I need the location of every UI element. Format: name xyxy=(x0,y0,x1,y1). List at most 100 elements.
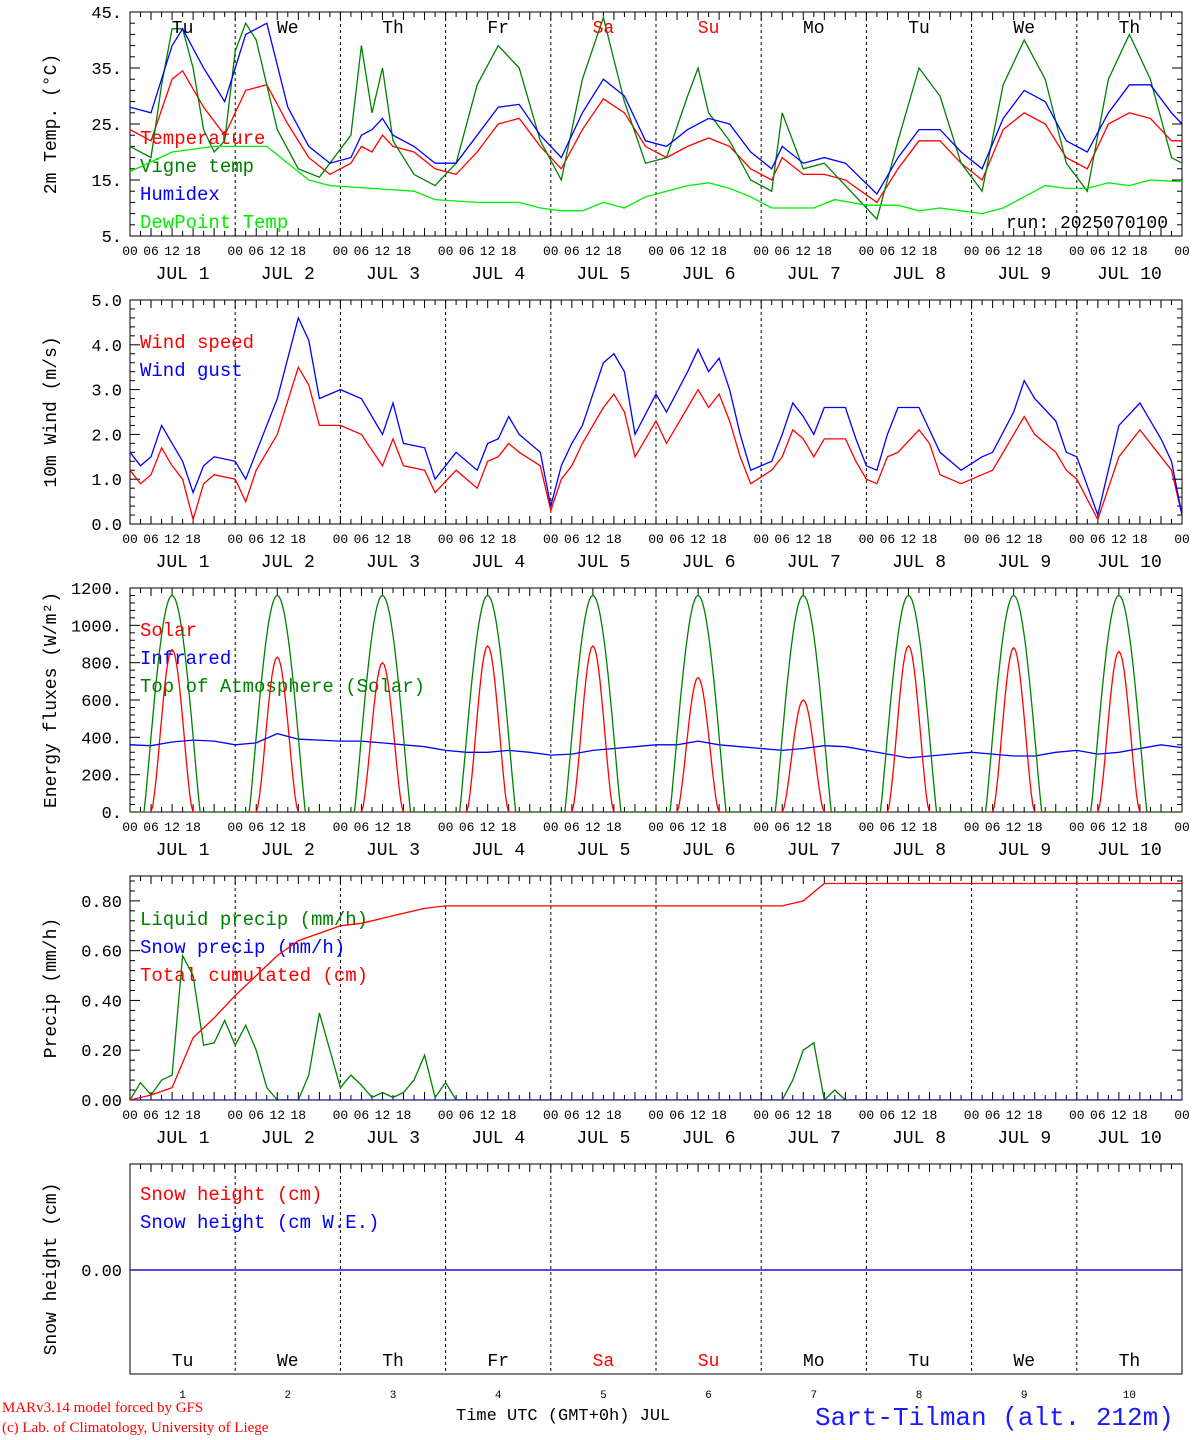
hour-tick-label: 06 xyxy=(985,244,1001,259)
hour-tick-label: 06 xyxy=(880,244,896,259)
y-tick-label: 0.20 xyxy=(81,1043,122,1062)
hour-tick-label: 06 xyxy=(248,1108,264,1123)
y-tick-label: 0.00 xyxy=(81,1093,122,1112)
hour-tick-label: 18 xyxy=(711,1108,727,1123)
hour-tick-label: 18 xyxy=(396,244,412,259)
legend-entry: Snow height (cm) xyxy=(140,1184,322,1206)
hour-tick-label: 00 xyxy=(1069,820,1085,835)
y-tick-label: 4.0 xyxy=(91,338,122,357)
weekday-label: Su xyxy=(698,1352,720,1372)
hour-tick-label: 12 xyxy=(690,820,706,835)
hour-tick-label: 12 xyxy=(269,820,285,835)
weekday-label: We xyxy=(1013,19,1035,39)
legend-entry: DewPoint Temp xyxy=(140,212,288,234)
panel-temperature: 5. 15. 25. 35. 45. 00 06 12 18 JUL 1 00 06 12 18 JUL 2… xyxy=(42,5,1190,285)
legend-entry: Solar xyxy=(140,620,197,642)
hour-tick-label: 12 xyxy=(480,1108,496,1123)
hour-tick-label: 12 xyxy=(375,820,391,835)
y-tick-label: 0.40 xyxy=(81,993,122,1012)
weekday-label: We xyxy=(1013,1352,1035,1372)
y-tick-label: 0.80 xyxy=(81,894,122,913)
hour-tick-label: 18 xyxy=(185,244,201,259)
hour-tick-label: 18 xyxy=(291,820,307,835)
series-temperature xyxy=(130,69,1182,204)
hour-tick-label: 06 xyxy=(143,1108,159,1123)
y-tick-label: 1200. xyxy=(71,581,122,600)
hour-tick-label: 12 xyxy=(164,532,180,547)
hour-tick-label: 06 xyxy=(143,820,159,835)
weekday-label: Tu xyxy=(908,19,930,39)
series-solar xyxy=(130,644,1182,812)
hour-tick-label: 12 xyxy=(1111,820,1127,835)
y-tick-label: 400. xyxy=(81,730,122,749)
legend-entry: Wind speed xyxy=(140,332,254,354)
date-label: JUL 1 xyxy=(156,1129,210,1149)
weekday-label: Th xyxy=(382,1352,404,1372)
hour-tick-label: 12 xyxy=(164,244,180,259)
hour-tick-label: 18 xyxy=(291,1108,307,1123)
hour-tick-label: 00 xyxy=(753,1108,769,1123)
date-label: JUL 9 xyxy=(997,1129,1051,1149)
hour-tick-label: 06 xyxy=(248,244,264,259)
hour-tick-label: 06 xyxy=(564,820,580,835)
y-tick-label: 1000. xyxy=(71,618,122,637)
hour-tick-label: 00 xyxy=(333,532,349,547)
hour-tick-label: 00 xyxy=(1174,244,1190,259)
hour-tick-label: 06 xyxy=(880,820,896,835)
day-number-label: 9 xyxy=(1021,1390,1028,1402)
date-label: JUL 10 xyxy=(1097,265,1162,285)
date-label: JUL 6 xyxy=(682,265,736,285)
hour-tick-label: 06 xyxy=(143,532,159,547)
hour-tick-label: 18 xyxy=(606,1108,622,1123)
legend-entry: Vigne temp xyxy=(140,156,254,178)
hour-tick-label: 00 xyxy=(1069,244,1085,259)
hour-tick-label: 12 xyxy=(585,1108,601,1123)
date-label: JUL 3 xyxy=(366,841,420,861)
weekday-label: Th xyxy=(382,19,404,39)
hour-tick-label: 06 xyxy=(774,820,790,835)
date-label: JUL 5 xyxy=(576,1129,630,1149)
series-top-of-atmosphere-solar- xyxy=(130,594,1182,812)
hour-tick-label: 18 xyxy=(1027,532,1043,547)
date-label: JUL 10 xyxy=(1097,1129,1162,1149)
hour-tick-label: 12 xyxy=(269,1108,285,1123)
hour-tick-label: 18 xyxy=(1027,1108,1043,1123)
date-label: JUL 3 xyxy=(366,1129,420,1149)
hour-tick-label: 06 xyxy=(459,1108,475,1123)
series-wind-gust xyxy=(130,315,1182,518)
hour-tick-label: 00 xyxy=(227,820,243,835)
day-number-label: 10 xyxy=(1123,1390,1136,1402)
hour-tick-label: 06 xyxy=(354,244,370,259)
hour-tick-label: 18 xyxy=(922,244,938,259)
hour-tick-label: 18 xyxy=(1027,820,1043,835)
date-label: JUL 2 xyxy=(261,1129,315,1149)
hour-tick-label: 12 xyxy=(901,244,917,259)
day-number-label: 1 xyxy=(179,1390,186,1402)
hour-tick-label: 12 xyxy=(901,532,917,547)
hour-tick-label: 06 xyxy=(774,532,790,547)
hour-tick-label: 06 xyxy=(669,244,685,259)
hour-tick-label: 18 xyxy=(291,532,307,547)
hour-tick-label: 00 xyxy=(227,532,243,547)
date-label: JUL 3 xyxy=(366,265,420,285)
hour-tick-label: 18 xyxy=(185,820,201,835)
hour-tick-label: 06 xyxy=(880,1108,896,1123)
hour-tick-label: 06 xyxy=(880,532,896,547)
station-label: Sart-Tilman (alt. 212m) xyxy=(815,1403,1174,1433)
hour-tick-label: 18 xyxy=(1027,244,1043,259)
date-label: JUL 5 xyxy=(576,553,630,573)
hour-tick-label: 12 xyxy=(1006,820,1022,835)
hour-tick-label: 06 xyxy=(354,1108,370,1123)
hour-tick-label: 12 xyxy=(585,820,601,835)
hour-tick-label: 12 xyxy=(164,820,180,835)
weekday-label: Tu xyxy=(908,1352,930,1372)
y-axis-title: Snow height (cm) xyxy=(42,1183,62,1356)
hour-tick-label: 00 xyxy=(543,532,559,547)
hour-tick-label: 18 xyxy=(396,532,412,547)
hour-tick-label: 18 xyxy=(817,820,833,835)
weekday-label: Sa xyxy=(593,1352,615,1372)
lab-line: (c) Lab. of Climatology, University of L… xyxy=(2,1420,269,1436)
y-tick-label: 5. xyxy=(102,229,122,248)
hour-tick-label: 12 xyxy=(269,244,285,259)
